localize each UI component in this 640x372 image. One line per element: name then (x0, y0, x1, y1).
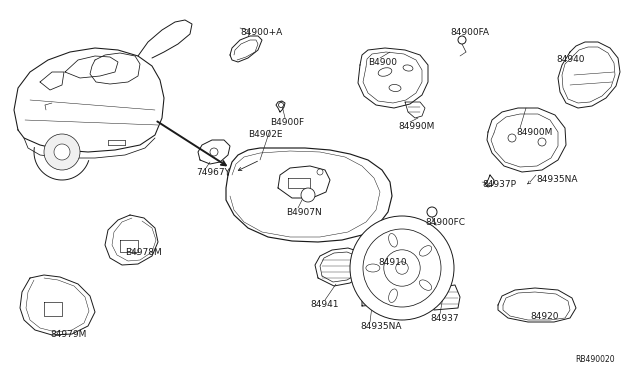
Circle shape (44, 134, 80, 170)
Circle shape (210, 148, 218, 156)
Circle shape (396, 262, 408, 274)
Circle shape (363, 229, 441, 307)
Text: B4978M: B4978M (125, 248, 162, 257)
Text: 84990M: 84990M (398, 122, 435, 131)
Text: 84935NA: 84935NA (360, 322, 401, 331)
Text: 84935NA: 84935NA (536, 175, 577, 184)
Ellipse shape (388, 234, 397, 247)
Text: 84900M: 84900M (516, 128, 552, 137)
Text: 84940: 84940 (556, 55, 584, 64)
Text: 84900+A: 84900+A (240, 28, 282, 37)
Text: 84937: 84937 (430, 314, 459, 323)
Circle shape (458, 36, 466, 44)
Text: B4907N: B4907N (286, 208, 322, 217)
Circle shape (278, 103, 284, 108)
Circle shape (538, 138, 546, 146)
Text: B4900: B4900 (368, 58, 397, 67)
Text: 84920: 84920 (530, 312, 559, 321)
Circle shape (508, 134, 516, 142)
Ellipse shape (378, 68, 392, 76)
Ellipse shape (388, 289, 397, 302)
Ellipse shape (389, 84, 401, 92)
Circle shape (301, 188, 315, 202)
Circle shape (54, 144, 70, 160)
Ellipse shape (366, 264, 380, 272)
Ellipse shape (419, 246, 432, 256)
Text: 84900FC: 84900FC (425, 218, 465, 227)
Text: 84937P: 84937P (482, 180, 516, 189)
Text: B4902E: B4902E (248, 130, 282, 139)
Text: 84941: 84941 (310, 300, 339, 309)
Ellipse shape (419, 280, 432, 291)
Text: 84910: 84910 (378, 258, 406, 267)
Text: 84900FA: 84900FA (450, 28, 489, 37)
Circle shape (384, 250, 420, 286)
Text: 84979M: 84979M (50, 330, 86, 339)
Circle shape (427, 207, 437, 217)
Text: 74967Y: 74967Y (196, 168, 230, 177)
Text: B4900F: B4900F (270, 118, 304, 127)
Text: RB490020: RB490020 (575, 355, 614, 364)
Circle shape (350, 216, 454, 320)
Circle shape (317, 169, 323, 175)
Ellipse shape (403, 65, 413, 71)
